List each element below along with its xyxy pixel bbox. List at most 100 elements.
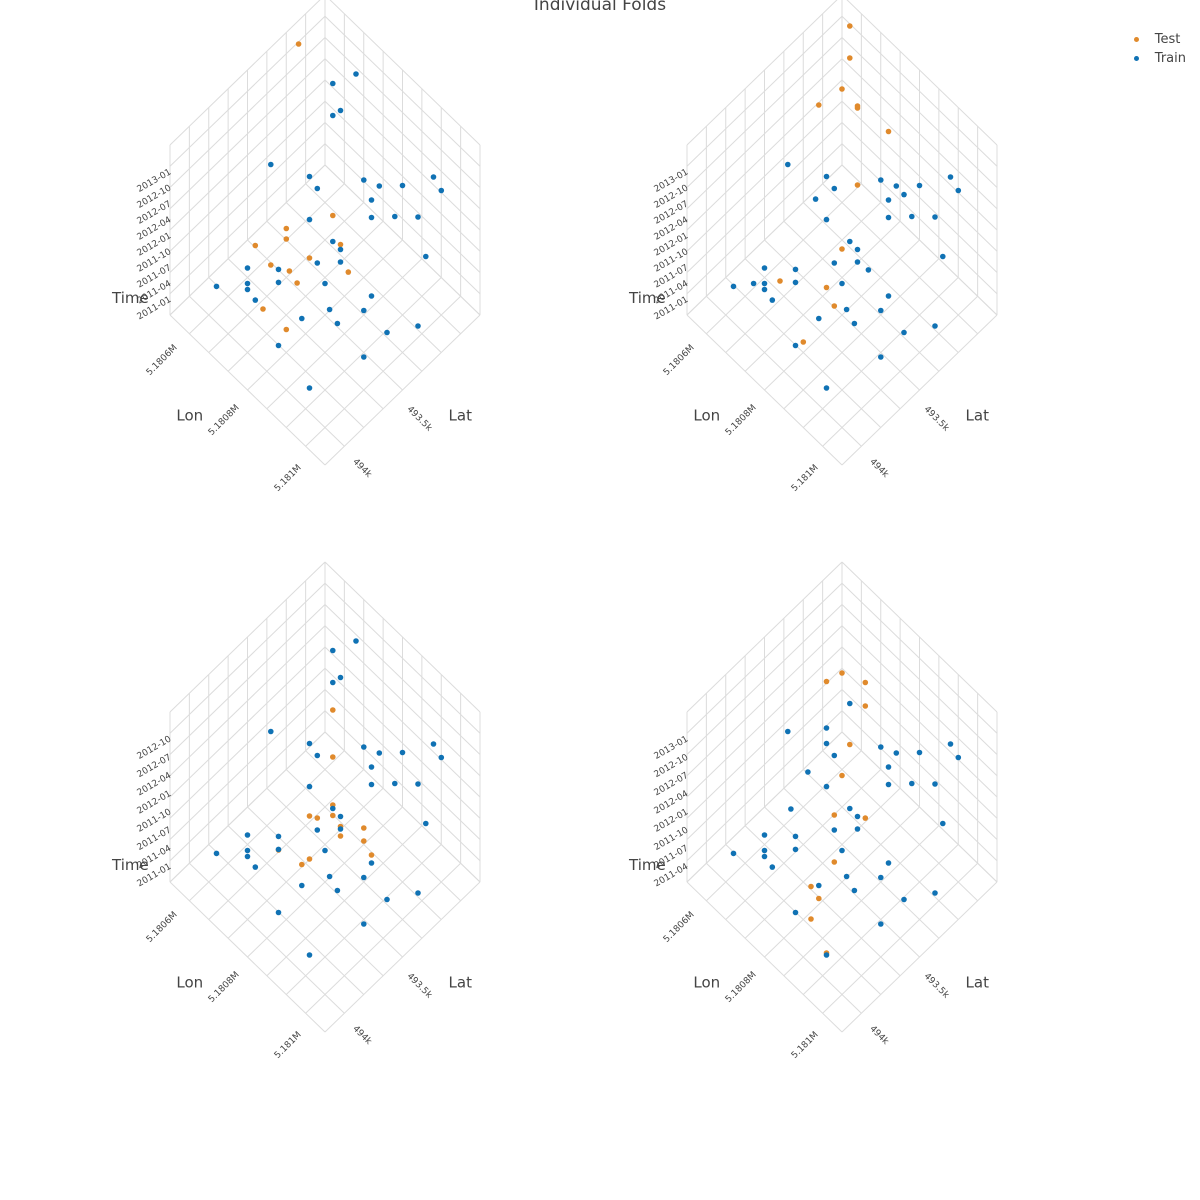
data-point-train <box>430 174 437 180</box>
data-point-train <box>878 744 884 750</box>
data-point-test <box>314 815 321 821</box>
data-point-test <box>283 225 290 232</box>
scene-grid <box>169 0 481 466</box>
legend: Test Train <box>1130 30 1186 68</box>
lon-tick-label: 5.181M <box>790 1030 821 1061</box>
data-point-train <box>326 306 333 313</box>
data-point-train <box>831 185 838 192</box>
data-point-train <box>368 293 375 299</box>
data-point-train <box>306 385 313 391</box>
data-point-train <box>865 267 872 273</box>
axis-title-lon: Lon <box>693 974 720 992</box>
data-point-test <box>306 255 313 261</box>
data-point-test <box>831 859 838 865</box>
data-point-test <box>816 102 822 108</box>
axis-title-time: Time <box>628 856 666 874</box>
data-point-train <box>823 740 830 747</box>
data-point-train <box>893 750 900 756</box>
data-point-train <box>816 882 822 889</box>
data-point-train <box>769 864 776 870</box>
data-point-train <box>750 280 757 287</box>
data-point-train <box>730 850 737 857</box>
data-point-test <box>847 741 853 748</box>
data-point-train <box>823 216 830 223</box>
data-point-train <box>839 847 845 854</box>
data-point-train <box>885 214 892 221</box>
data-point-train <box>823 725 830 731</box>
data-point-train <box>314 752 321 759</box>
data-point-test <box>295 41 302 47</box>
data-point-train <box>885 197 892 203</box>
data-point-test <box>808 883 814 890</box>
data-point-train <box>306 783 313 790</box>
lat-tick-label: 493.5k <box>922 405 952 435</box>
data-point-train <box>361 921 367 927</box>
data-point-train <box>353 638 359 644</box>
series-train <box>213 71 445 391</box>
data-point-train <box>854 826 861 832</box>
data-point-train <box>761 853 768 860</box>
data-point-train <box>368 860 375 866</box>
data-point-train <box>244 286 251 293</box>
lon-tick-label: 5.1806M <box>145 910 180 945</box>
data-point-train <box>909 213 915 220</box>
data-point-train <box>306 952 313 958</box>
lat-tick-label: 494k <box>867 457 890 480</box>
data-point-test <box>831 303 838 309</box>
series-test <box>777 23 892 345</box>
data-point-train <box>330 112 336 119</box>
axis-title-time: Time <box>111 856 149 874</box>
data-point-test <box>260 306 266 312</box>
data-point-train <box>275 909 282 916</box>
data-point-train <box>885 764 892 770</box>
data-point-train <box>361 307 367 314</box>
series-train <box>213 638 445 958</box>
data-point-train <box>831 827 838 833</box>
series-train <box>730 161 962 391</box>
data-point-test <box>330 212 336 219</box>
axis-title-lat: Lat <box>449 974 473 992</box>
data-point-train <box>368 781 375 788</box>
data-point-train <box>252 297 259 303</box>
data-point-train <box>306 216 313 223</box>
data-point-train <box>785 161 791 168</box>
legend-item-train[interactable]: Train <box>1130 49 1186 68</box>
data-point-train <box>955 754 962 761</box>
data-point-test <box>777 278 783 284</box>
data-point-train <box>275 342 282 349</box>
data-point-train <box>322 280 328 287</box>
data-point-train <box>761 265 768 271</box>
data-point-test <box>368 852 375 858</box>
data-point-test <box>862 703 869 709</box>
data-point-test <box>854 182 861 188</box>
data-point-train <box>947 741 954 747</box>
data-point-train <box>901 191 907 198</box>
series-test <box>252 41 352 333</box>
data-point-train <box>330 805 336 812</box>
data-point-train <box>823 385 830 391</box>
data-point-train <box>275 833 282 840</box>
data-point-train <box>361 744 367 750</box>
data-point-train <box>885 293 892 299</box>
lat-tick-label: 493.5k <box>405 972 435 1002</box>
data-point-train <box>916 749 923 756</box>
lon-tick-label: 5.1808M <box>724 403 759 438</box>
data-point-train <box>940 820 946 827</box>
data-point-test <box>862 815 869 821</box>
data-point-train <box>940 253 946 260</box>
data-point-test <box>306 856 313 862</box>
data-point-train <box>955 187 962 194</box>
data-point-train <box>337 674 344 681</box>
data-point-test <box>862 679 869 686</box>
data-point-train <box>268 161 274 168</box>
data-point-train <box>399 749 406 756</box>
legend-item-test[interactable]: Test <box>1130 30 1186 49</box>
data-point-train <box>916 182 923 189</box>
data-point-train <box>761 286 768 293</box>
data-point-train <box>878 874 884 881</box>
data-point-train <box>854 246 861 253</box>
data-point-test <box>268 262 274 268</box>
scene-grid <box>169 561 481 1033</box>
data-point-train <box>326 873 333 880</box>
lon-tick-label: 5.1808M <box>207 403 242 438</box>
